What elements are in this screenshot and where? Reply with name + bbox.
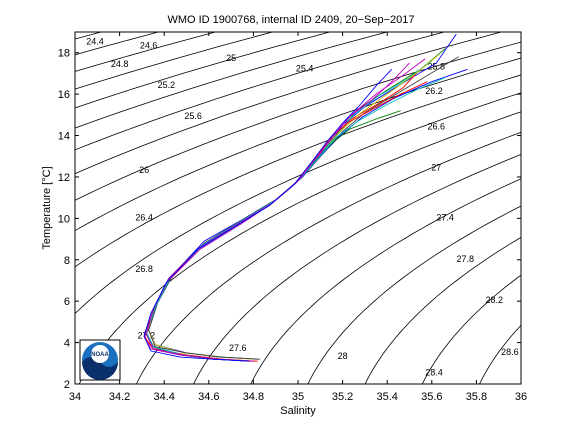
- y-tick-label: 10: [58, 213, 70, 225]
- density-contour-11: [75, 92, 521, 315]
- y-axis-label: Temperature [°C]: [41, 166, 53, 249]
- density-contour-10: [75, 74, 521, 268]
- density-contour-5: [75, 32, 389, 129]
- y-tick-label: 2: [64, 379, 70, 391]
- density-contour-7: [75, 32, 503, 175]
- x-axis-label: Salinity: [280, 405, 316, 417]
- x-tick-label: 35.6: [421, 391, 442, 403]
- y-tick-label: 14: [58, 131, 70, 143]
- profile-line-10: [145, 77, 446, 362]
- x-tick-label: 35.2: [332, 391, 353, 403]
- density-contour-4: [75, 32, 332, 109]
- density-contour-label: 27.8: [456, 254, 474, 264]
- noaa-logo-wave: [82, 357, 118, 380]
- density-contour-label: 27.6: [229, 343, 247, 353]
- density-contour-9: [75, 57, 521, 232]
- y-tick-label: 4: [64, 338, 70, 350]
- density-contour-13: [135, 131, 521, 384]
- x-tick-label: 34.4: [153, 391, 174, 403]
- density-contours: [75, 32, 521, 384]
- x-tick-label: 35: [292, 391, 304, 403]
- density-contour-label: 26: [139, 165, 149, 175]
- noaa-logo: NOAA: [79, 339, 121, 381]
- density-contour-label: 28.4: [425, 368, 443, 378]
- x-tick-label: 36: [515, 391, 527, 403]
- density-contour-19: [479, 324, 521, 384]
- density-contour-label: 25: [226, 53, 236, 63]
- density-contour-label: 26.4: [135, 212, 153, 222]
- density-contour-label: 24.8: [111, 59, 129, 69]
- axis-ticks: 34 34.2 34.4 34.6 34.8 35 35.2 35.4 35.6 35.8 3624…: [58, 32, 527, 403]
- profile-line-11: [145, 58, 426, 362]
- x-tick-label: 35.4: [376, 391, 397, 403]
- y-tick-label: 12: [58, 172, 70, 184]
- density-contour-18: [421, 274, 521, 384]
- x-tick-label: 35.8: [466, 391, 487, 403]
- density-contour-17: [364, 236, 521, 384]
- density-contour-label: 25.8: [427, 61, 445, 71]
- x-tick-label: 34: [69, 391, 81, 403]
- profile-series: [143, 33, 468, 362]
- x-tick-label: 34.2: [109, 391, 130, 403]
- density-contour-16: [307, 205, 521, 384]
- density-contour-labels: 24.4 24.6 24.8 25 25.2 25.4 25.6 25.8 26 26.2 26.4…: [86, 36, 518, 377]
- density-contour-3: [75, 32, 275, 90]
- density-contour-label: 28: [338, 351, 348, 361]
- x-tick-label: 34.8: [243, 391, 264, 403]
- density-contour-label: 28.2: [485, 295, 503, 305]
- density-contour-15: [250, 178, 521, 384]
- chart-title: WMO ID 1900768, internal ID 2409, 20−Sep…: [167, 14, 414, 26]
- profile-line-4: [143, 62, 410, 362]
- density-contour-label: 27: [431, 163, 441, 173]
- density-contour-label: 28.6: [501, 347, 519, 357]
- y-tick-label: 8: [64, 255, 70, 267]
- density-contour-14: [193, 153, 521, 384]
- density-contour-6: [75, 32, 446, 151]
- density-contour-label: 25.6: [184, 111, 202, 121]
- density-contour-label: 24.6: [140, 41, 158, 51]
- x-tick-label: 34.6: [198, 391, 219, 403]
- y-tick-label: 16: [58, 89, 70, 101]
- density-contour-label: 25.2: [158, 80, 176, 90]
- density-contour-12: [78, 111, 521, 384]
- y-tick-label: 6: [64, 296, 70, 308]
- noaa-logo-bird: [91, 345, 109, 363]
- profile-line-6: [148, 56, 459, 360]
- density-contour-label: 24.4: [86, 36, 104, 46]
- density-contour-label: 25.4: [296, 63, 314, 73]
- density-contour-label: 27.4: [436, 212, 454, 222]
- density-contour-label: 26.6: [427, 121, 445, 131]
- density-contour-label: 27.2: [138, 330, 156, 340]
- profile-line-12: [143, 68, 393, 362]
- noaa-logo-text: NOAA: [91, 352, 109, 358]
- density-contour-label: 26.2: [425, 86, 443, 96]
- y-tick-label: 18: [58, 48, 70, 60]
- density-contour-label: 26.8: [135, 264, 153, 274]
